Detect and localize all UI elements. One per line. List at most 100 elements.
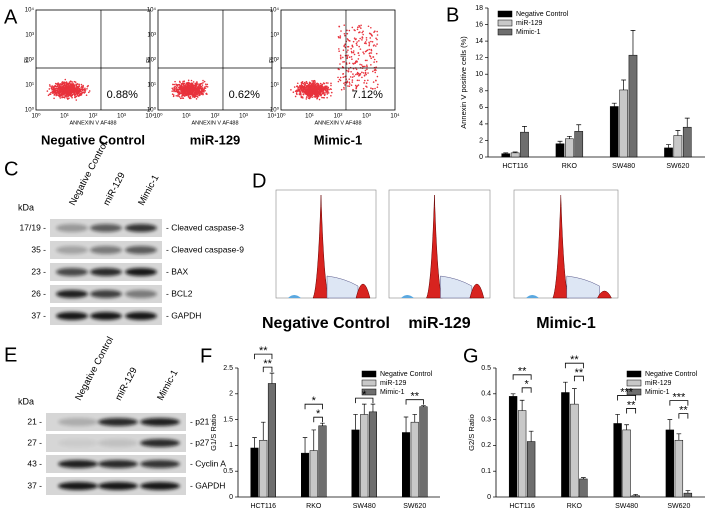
cell-dot	[330, 91, 333, 94]
cell-dot	[312, 89, 315, 91]
cell-dot	[360, 27, 362, 29]
cell-dot	[311, 86, 314, 88]
cell-dot	[206, 83, 209, 86]
x-tick-label: 10⁴	[390, 113, 400, 120]
significance-label: **	[627, 399, 636, 411]
error-bar	[412, 414, 418, 423]
cell-dot	[180, 90, 183, 92]
cell-dot	[347, 70, 350, 72]
cell-dot	[354, 62, 356, 64]
plot-title: miR-129	[190, 132, 241, 147]
y-tick-label: 10²	[147, 58, 156, 64]
y-tick-label: 8	[479, 88, 483, 95]
cell-dot	[301, 90, 303, 92]
bar	[510, 152, 520, 158]
cell-dot	[359, 37, 361, 40]
cell-dot	[321, 96, 323, 99]
y-tick-label: 10³	[147, 33, 156, 39]
cell-dot	[356, 28, 359, 31]
protein-label: - Cleaved caspase-9	[166, 244, 244, 254]
legend-label: Mimic-1	[516, 29, 541, 36]
cell-dot	[86, 87, 88, 90]
legend-swatch	[497, 10, 513, 18]
cell-dot	[70, 85, 72, 88]
x-tick-label: 10⁰	[276, 113, 286, 120]
cell-dot	[353, 75, 355, 77]
cell-dot	[48, 84, 51, 86]
y-tick-label: 10⁴	[270, 7, 280, 14]
x-tick-label: 10⁰	[153, 113, 163, 120]
cell-dot	[69, 87, 71, 90]
blot-band	[56, 224, 88, 232]
error-bar	[370, 403, 376, 412]
cell-dot	[177, 92, 180, 94]
cell-dot	[178, 86, 181, 89]
cell-dot	[296, 89, 298, 92]
cell-dot	[200, 87, 203, 90]
cell-dot	[172, 95, 175, 98]
blot-band	[140, 439, 180, 447]
cell-dot	[343, 60, 345, 63]
cell-dot	[376, 34, 379, 36]
quadrant-percent: 0.62%	[229, 89, 260, 101]
x-axis-label: ANNEXIN V AF488	[314, 120, 361, 126]
cell-dot	[375, 52, 378, 55]
significance-label: **	[263, 358, 272, 370]
g2-peak	[469, 283, 485, 299]
blot-band	[90, 312, 122, 320]
kda-label: kDa	[18, 202, 34, 212]
cell-dot	[80, 83, 83, 86]
cell-dot	[76, 91, 78, 93]
cell-dot	[312, 92, 315, 94]
cell-dot	[68, 81, 71, 84]
x-tick-label: SW480	[353, 503, 376, 510]
cell-dot	[355, 60, 357, 63]
cell-dot	[339, 35, 342, 37]
legend-swatch	[361, 379, 377, 387]
cell-dot	[311, 80, 313, 82]
cell-dot	[190, 90, 193, 93]
cell-dot	[299, 93, 302, 95]
cell-dot	[358, 73, 361, 76]
cell-dot	[320, 86, 322, 89]
cell-dot	[362, 65, 365, 68]
cell-dot	[80, 93, 83, 96]
cell-dot	[295, 85, 298, 88]
significance-bracket	[262, 366, 273, 373]
x-tick-label: SW620	[667, 503, 690, 510]
cell-dot	[358, 31, 360, 34]
s-phase	[440, 275, 473, 299]
cell-dot	[352, 62, 354, 65]
cell-dot	[179, 81, 181, 84]
cell-dot	[306, 88, 308, 90]
cell-dot	[69, 94, 71, 97]
cell-dot	[295, 92, 298, 95]
cell-dot	[344, 34, 346, 37]
cell-dot	[59, 97, 62, 99]
cell-dot	[351, 58, 353, 61]
histogram-title: miR-129	[408, 315, 470, 332]
cell-dot	[352, 40, 355, 43]
x-tick-label: 10²	[334, 114, 343, 120]
cell-dot	[300, 83, 303, 86]
cell-dot	[309, 90, 312, 93]
cell-dot	[360, 64, 363, 66]
cell-dot	[65, 85, 68, 87]
cell-dot	[364, 59, 367, 62]
cell-dot	[203, 80, 206, 83]
legend-label: Negative Control	[380, 371, 433, 378]
significance-label: **	[410, 391, 419, 403]
legend-label: miR-129	[645, 380, 672, 387]
cell-dot	[176, 89, 178, 92]
cell-dot	[300, 95, 303, 97]
cell-dot	[352, 50, 355, 52]
cell-dot	[84, 87, 86, 90]
cell-dot	[342, 56, 344, 59]
cell-dot	[190, 79, 193, 82]
significance-label: **	[259, 345, 268, 357]
cell-dot	[313, 79, 316, 82]
cell-dot	[64, 94, 66, 97]
bar	[673, 135, 683, 158]
blot-band	[140, 482, 180, 490]
bar	[520, 131, 529, 158]
